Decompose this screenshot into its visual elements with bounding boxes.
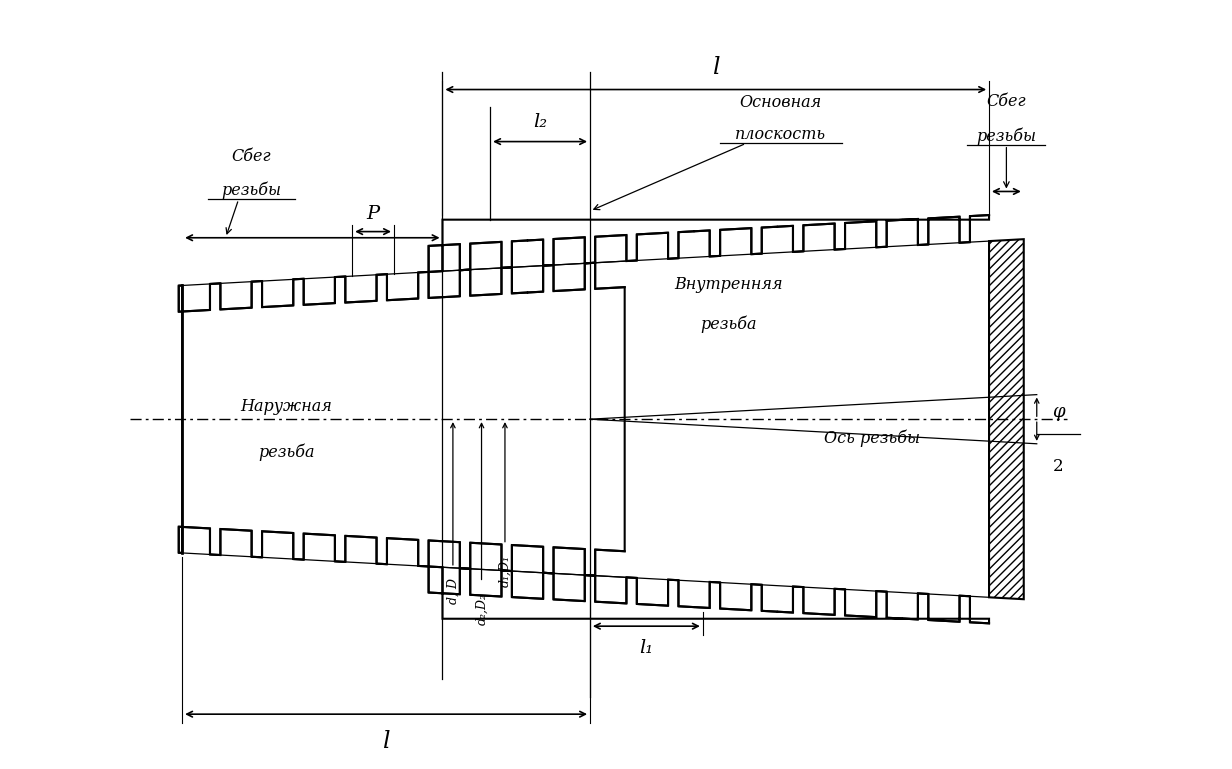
- Text: Наружная: Наружная: [240, 398, 333, 414]
- Polygon shape: [179, 263, 625, 576]
- Text: плоскость: плоскость: [736, 126, 827, 143]
- Text: φ: φ: [1052, 403, 1064, 421]
- Polygon shape: [989, 239, 1024, 599]
- Text: резьба: резьба: [257, 444, 314, 461]
- Polygon shape: [429, 567, 989, 624]
- Text: Сбег: Сбег: [232, 148, 271, 165]
- Text: резьбы: резьбы: [977, 127, 1036, 145]
- Text: Внутренняя: Внутренняя: [674, 276, 784, 293]
- Text: Ось резьбы: Ось резьбы: [824, 430, 920, 447]
- Text: l: l: [382, 730, 389, 753]
- Text: P: P: [367, 205, 379, 223]
- Text: d, D: d, D: [446, 578, 460, 604]
- Text: 2: 2: [1053, 458, 1063, 474]
- Text: d₁,D₁: d₁,D₁: [499, 555, 511, 587]
- Text: резьба: резьба: [701, 315, 756, 332]
- Text: Основная: Основная: [739, 95, 822, 112]
- Polygon shape: [429, 215, 989, 272]
- Text: d₂,D₂: d₂,D₂: [476, 593, 488, 625]
- Text: l₁: l₁: [639, 639, 653, 657]
- Text: l: l: [712, 56, 719, 79]
- Text: Сбег: Сбег: [987, 93, 1026, 110]
- Text: резьбы: резьбы: [222, 181, 282, 199]
- Text: l₂: l₂: [533, 113, 547, 131]
